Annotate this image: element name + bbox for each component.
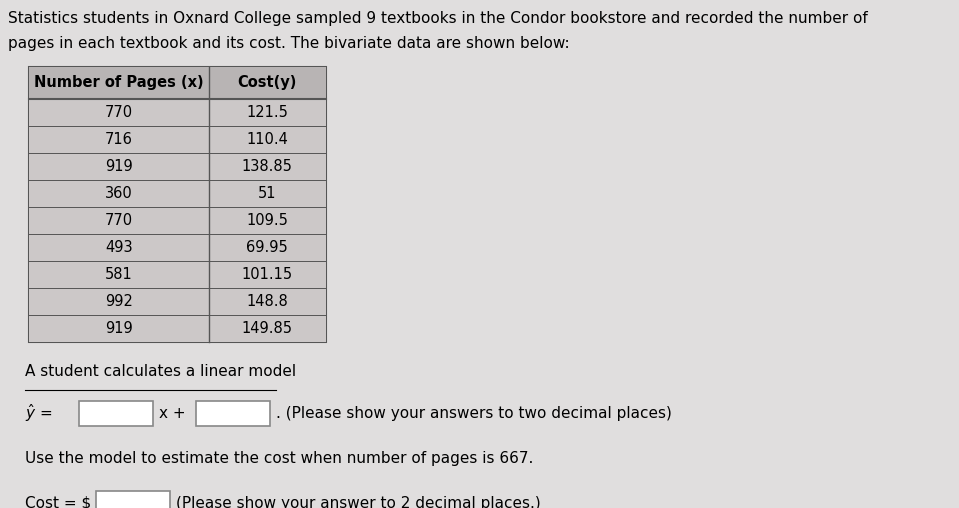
Text: 919: 919 <box>105 159 133 174</box>
Text: 770: 770 <box>105 105 133 120</box>
Text: 138.85: 138.85 <box>242 159 292 174</box>
Bar <box>29 207 326 234</box>
Text: (Please show your answer to 2 decimal places.): (Please show your answer to 2 decimal pl… <box>176 496 541 508</box>
Bar <box>80 401 152 426</box>
Text: Number of Pages (x): Number of Pages (x) <box>35 75 204 90</box>
Text: 919: 919 <box>105 321 133 336</box>
Text: 101.15: 101.15 <box>242 267 292 282</box>
Text: 360: 360 <box>105 186 133 201</box>
Text: 770: 770 <box>105 213 133 228</box>
Bar <box>29 153 326 180</box>
Bar <box>29 126 326 153</box>
Text: 493: 493 <box>105 240 132 255</box>
Text: 148.8: 148.8 <box>246 294 288 309</box>
Text: 110.4: 110.4 <box>246 132 288 147</box>
Bar <box>197 401 269 426</box>
Text: 992: 992 <box>105 294 133 309</box>
Bar <box>29 67 326 99</box>
Bar <box>29 288 326 315</box>
Text: 69.95: 69.95 <box>246 240 288 255</box>
Text: 51: 51 <box>258 186 276 201</box>
Bar <box>29 315 326 342</box>
Text: A student calculates a linear model: A student calculates a linear model <box>25 364 296 378</box>
Bar <box>96 491 170 508</box>
Text: Use the model to estimate the cost when number of pages is 667.: Use the model to estimate the cost when … <box>25 451 533 466</box>
Text: 149.85: 149.85 <box>242 321 292 336</box>
Text: $\hat{y}$ =: $\hat{y}$ = <box>25 402 53 424</box>
Bar <box>29 99 326 126</box>
Text: 109.5: 109.5 <box>246 213 288 228</box>
Text: Cost = $: Cost = $ <box>25 496 91 508</box>
Text: x +: x + <box>159 405 186 421</box>
Text: 581: 581 <box>105 267 133 282</box>
Bar <box>29 234 326 261</box>
Bar <box>29 261 326 288</box>
Text: 121.5: 121.5 <box>246 105 288 120</box>
Bar <box>29 180 326 207</box>
Bar <box>29 67 326 342</box>
Text: 716: 716 <box>105 132 133 147</box>
Text: Cost(y): Cost(y) <box>238 75 297 90</box>
Text: Statistics students in Oxnard College sampled 9 textbooks in the Condor bookstor: Statistics students in Oxnard College sa… <box>9 11 868 26</box>
Text: . (Please show your answers to two decimal places): . (Please show your answers to two decim… <box>276 405 672 421</box>
Text: pages in each textbook and its cost. The bivariate data are shown below:: pages in each textbook and its cost. The… <box>9 37 570 51</box>
